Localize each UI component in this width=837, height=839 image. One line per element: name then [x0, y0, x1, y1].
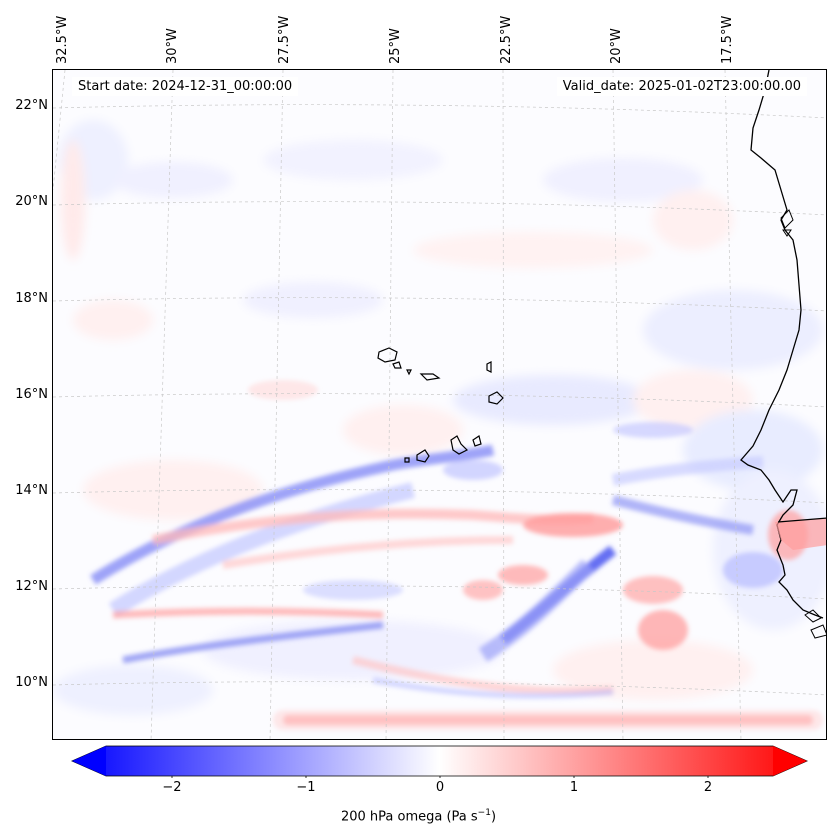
gambia-senegal-shading	[775, 518, 826, 550]
graticule	[53, 70, 826, 739]
colorbar-title: 200 hPa omega (Pa s−1)	[340, 808, 497, 825]
valid-date-label: Valid_date: 2025-01-02T23:00:00.00	[556, 77, 807, 96]
colorbar-tick-2: 2	[703, 780, 713, 795]
lat-label-22n: 22°N	[15, 98, 48, 113]
start-date-label: Start date: 2024-12-31_00:00:00	[72, 77, 299, 96]
lat-label-10n: 10°N	[15, 675, 48, 690]
colorbar-max-extend	[773, 746, 807, 776]
lon-label-32-5w: 32.5°W	[55, 15, 70, 64]
lon-label-20w: 20°W	[609, 28, 624, 64]
colorbar-ticks	[171, 776, 709, 778]
colorbar	[71, 745, 808, 778]
omega-field	[53, 70, 826, 739]
colorbar-min-extend	[72, 746, 106, 776]
colorbar-tick-minus-1: −1	[296, 780, 316, 795]
guinea-bissau-islands	[804, 609, 826, 639]
colorbar-tick-minus-2: −2	[162, 780, 182, 795]
omega-features	[90, 380, 823, 730]
lon-label-30w: 30°W	[165, 28, 180, 64]
lon-label-17-5w: 17.5°W	[720, 15, 735, 64]
gambia-border	[777, 517, 826, 523]
lon-label-22-5w: 22.5°W	[499, 15, 514, 64]
lon-label-25w: 25°W	[388, 28, 403, 64]
lat-label-16n: 16°N	[15, 387, 48, 402]
lat-label-18n: 18°N	[15, 291, 48, 306]
omega-map	[52, 69, 827, 740]
coast-islands-north	[780, 209, 794, 237]
lon-label-27-5w: 27.5°W	[277, 15, 292, 64]
colorbar-tick-0: 0	[435, 780, 445, 795]
africa-coastline	[740, 70, 824, 619]
lat-label-20n: 20°N	[15, 194, 48, 209]
cape-verde-islands	[377, 347, 504, 463]
colorbar-body	[71, 745, 808, 777]
omega-background-patches	[53, 120, 826, 715]
colorbar-tick-1: 1	[569, 780, 579, 795]
lat-label-12n: 12°N	[15, 579, 48, 594]
lat-label-14n: 14°N	[15, 483, 48, 498]
